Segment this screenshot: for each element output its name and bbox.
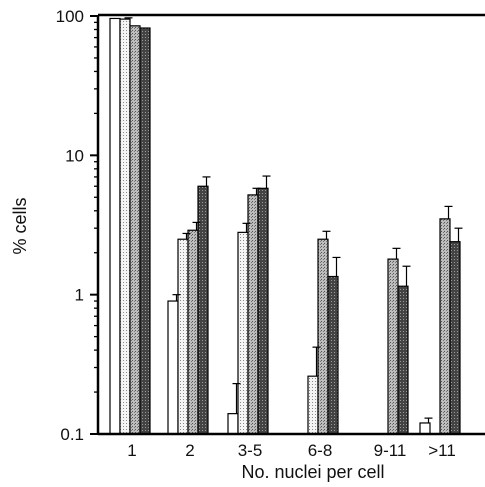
bar-6-8-series-4 [327,275,339,435]
x-axis-title: No. nuclei per cell [241,462,384,482]
x-tick-label: 6-8 [308,441,333,460]
y-tick-label: 1 [75,286,84,305]
bar-2-series-3 [187,229,199,435]
bar->11-series-1 [419,422,431,435]
x-tick-label: 1 [127,441,136,460]
bar-3-5-series-1 [227,413,239,435]
x-ticks: 1 2 3-5 6-8 9-11 >11 [127,441,456,460]
bar-1-series-4 [139,27,151,435]
x-tick-label: 2 [185,441,194,460]
x-tick-label: 9-11 [374,441,407,460]
bar-2-series-4 [197,185,209,435]
bar-2-series-2 [177,238,189,435]
y-tick-label: 0.1 [60,425,84,444]
bar-1-series-1 [109,17,121,435]
bar-9-11-series-4 [397,285,409,435]
bar-6-8-series-2 [307,375,319,435]
y-tick-label: 100 [56,7,84,26]
bar-2-series-1 [167,300,179,435]
bar-6-8-series-3 [317,238,329,435]
x-tick-label: 3-5 [238,441,263,460]
y-tick-label: 10 [65,146,84,165]
bar-9-11-series-3 [387,258,399,435]
bar-3-5-series-3 [247,194,259,435]
bar-1-series-3 [129,25,141,435]
error-bars [124,17,463,423]
bar->11-series-3 [439,218,451,435]
bar-3-5-series-4 [257,187,269,435]
y-axis-title: % cells [10,197,30,254]
bar-1-series-2 [119,18,131,435]
y-ticks: 100 10 1 0.1 [56,7,98,444]
x-tick-label: >11 [428,441,456,460]
bar-3-5-series-2 [237,231,249,435]
bar->11-series-4 [449,241,461,435]
bars [109,17,461,435]
